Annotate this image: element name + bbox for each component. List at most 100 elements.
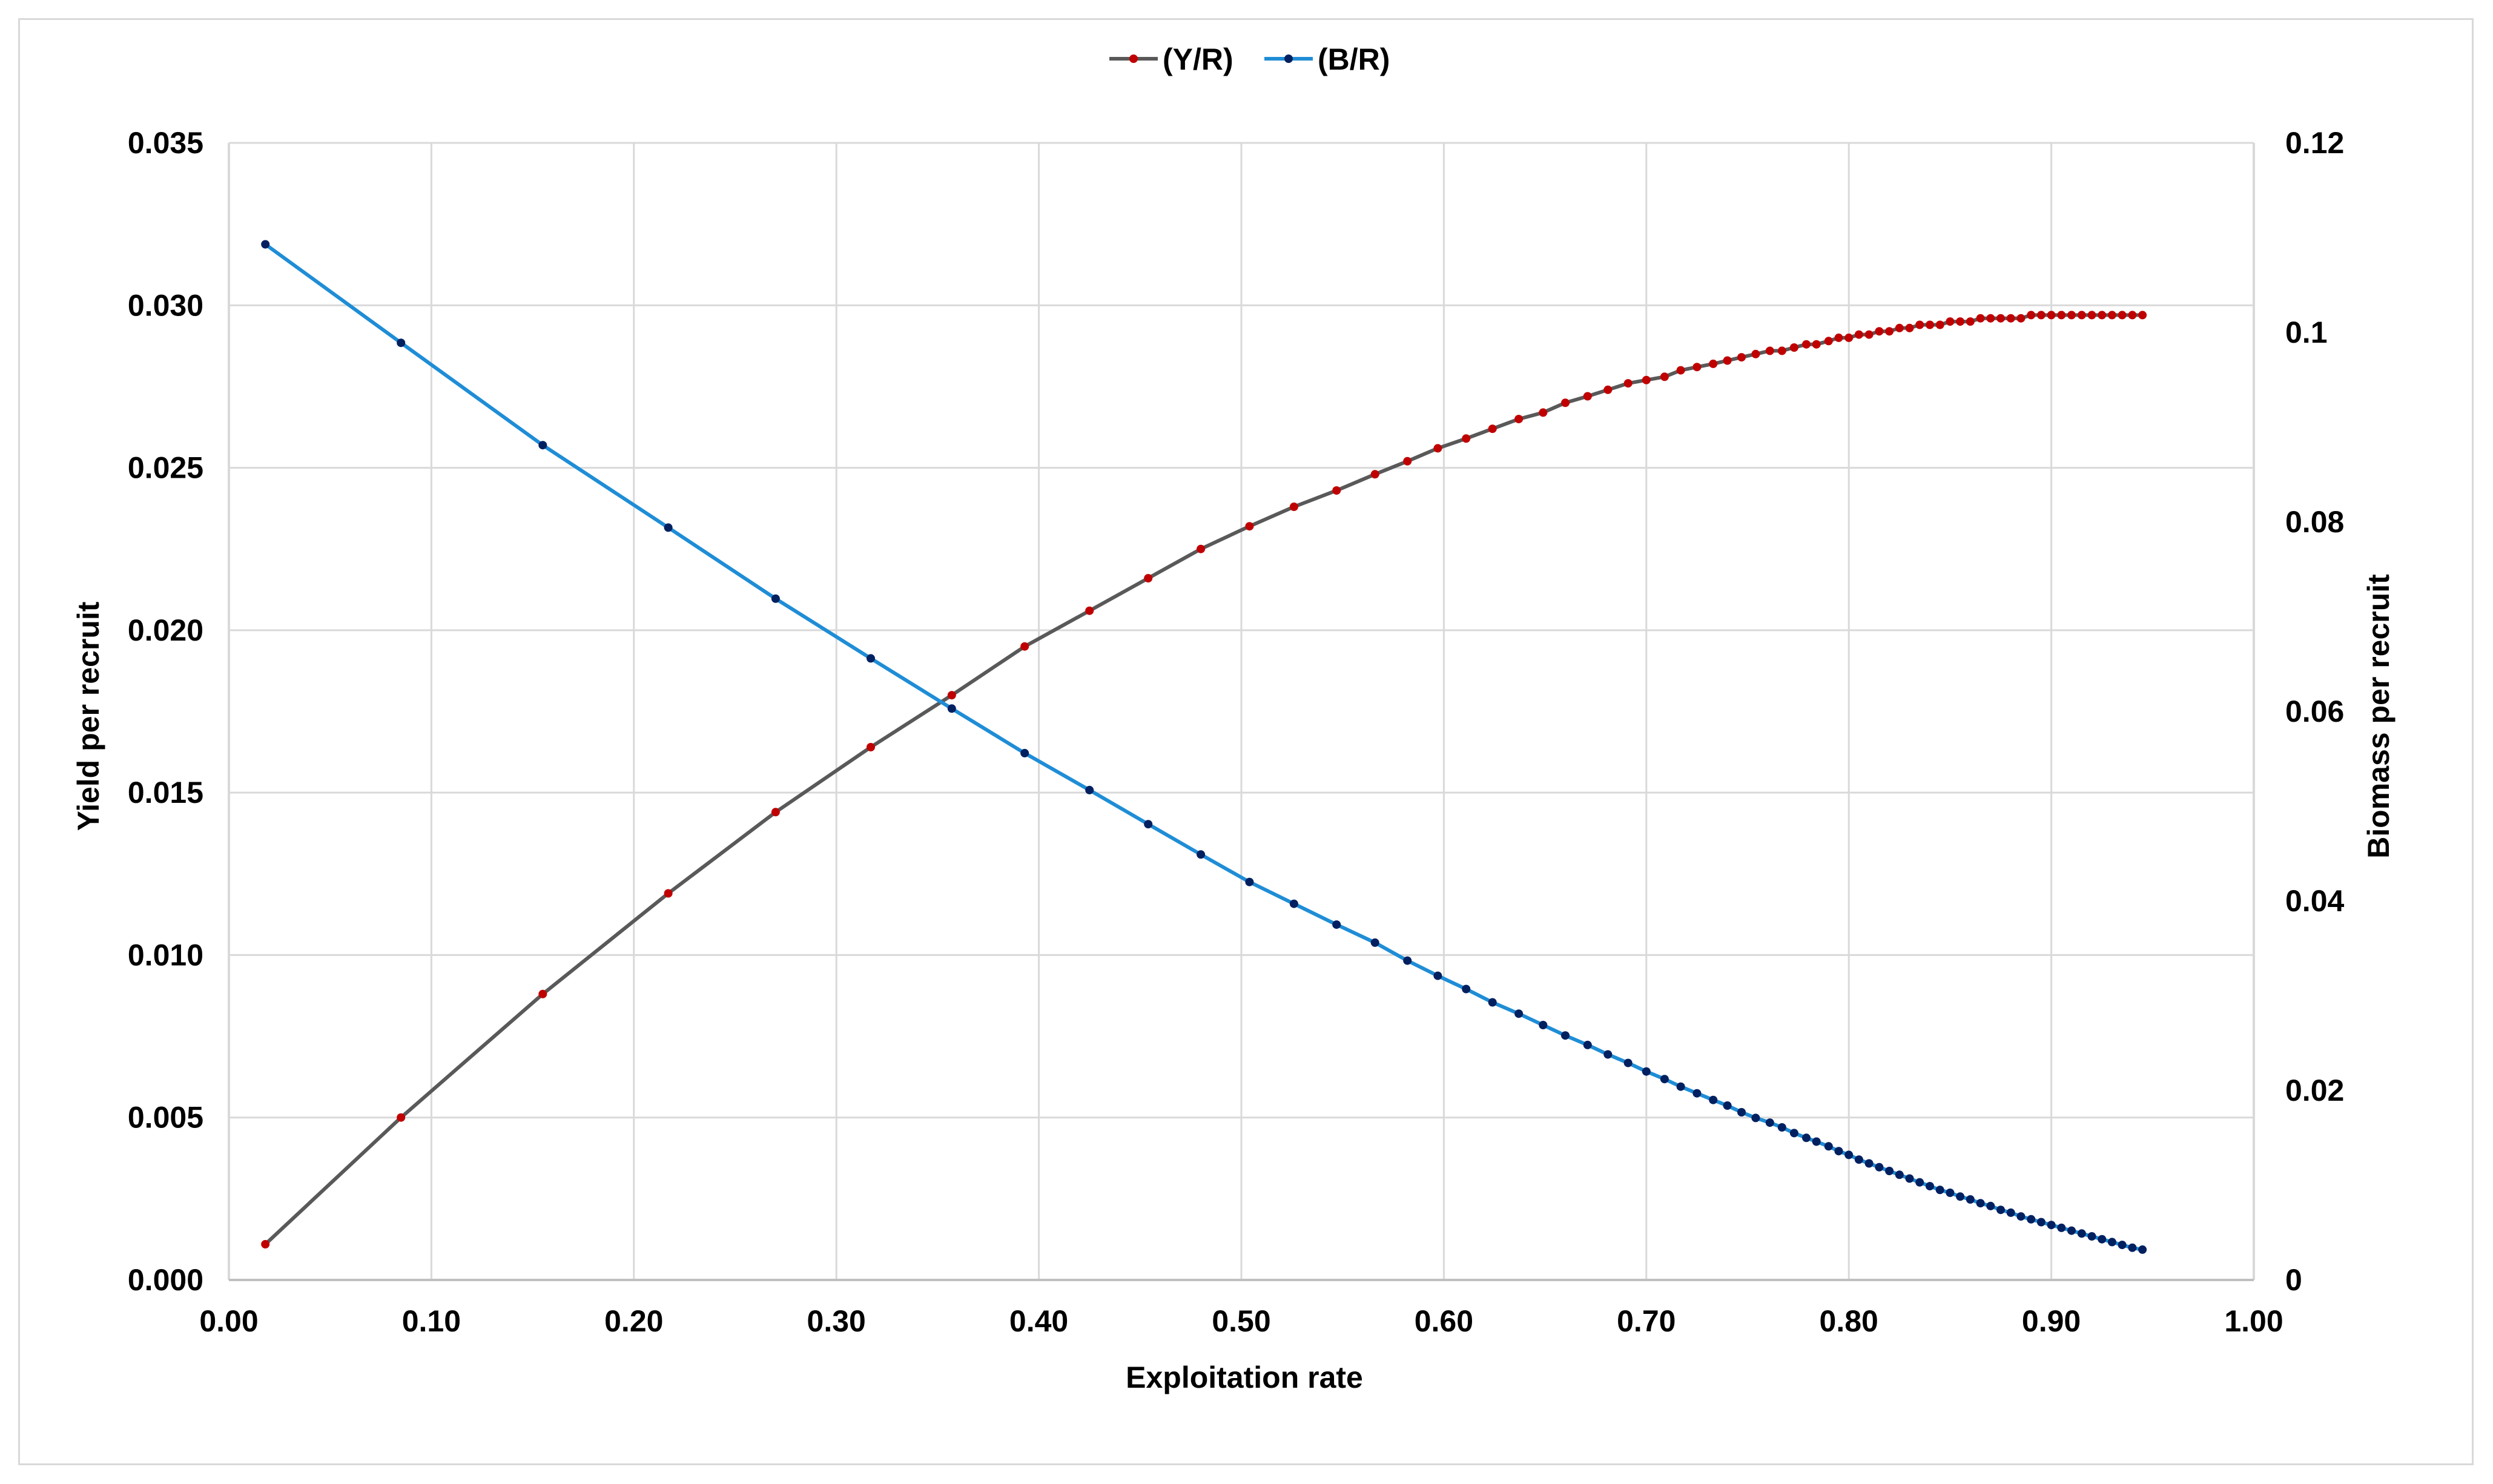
data-point: [2016, 1212, 2026, 1221]
x-tick-label: 0.00: [199, 1304, 258, 1338]
data-point: [1777, 1123, 1786, 1132]
data-point: [1020, 748, 1029, 757]
data-point: [1935, 320, 1944, 329]
data-point: [1996, 314, 2005, 323]
data-point: [1539, 408, 1548, 417]
data-point: [1623, 379, 1633, 388]
data-point: [1844, 333, 1854, 342]
data-point: [1854, 330, 1863, 339]
data-point: [867, 654, 875, 663]
x-tick-label: 0.80: [1820, 1304, 1878, 1338]
legend-marker: [1129, 54, 1138, 63]
data-point: [1692, 1089, 1702, 1098]
data-point: [771, 594, 780, 603]
data-point: [1561, 1031, 1570, 1040]
data-point: [1802, 340, 1811, 349]
data-point: [1812, 1137, 1821, 1146]
data-point: [1561, 398, 1570, 407]
data-point: [1996, 1205, 2005, 1215]
data-point: [2036, 311, 2046, 320]
data-point: [1642, 375, 1651, 384]
data-point: [261, 1240, 270, 1248]
data-point: [1676, 1082, 1685, 1091]
data-point: [2107, 311, 2116, 320]
data-point: [771, 808, 780, 817]
data-point: [1144, 820, 1153, 829]
data-point: [1514, 1009, 1524, 1018]
series-line: [263, 313, 2145, 1246]
x-tick-label: 0.60: [1415, 1304, 1473, 1338]
data-point: [1660, 1075, 1669, 1084]
x-tick-label: 1.00: [2224, 1304, 2283, 1338]
data-point: [1885, 1167, 1894, 1175]
data-point: [1245, 522, 1254, 531]
data-point: [1946, 1189, 1955, 1197]
data-point: [1789, 343, 1798, 352]
series-yr: [261, 311, 2147, 1248]
data-point: [2128, 1243, 2137, 1252]
data-point: [2098, 1235, 2107, 1244]
y-tick-label: 0.025: [128, 451, 203, 485]
data-point: [1864, 1159, 1874, 1168]
data-point: [2047, 311, 2056, 320]
data-point: [1514, 415, 1524, 424]
data-point: [1834, 1147, 1843, 1156]
data-point: [1737, 1108, 1746, 1116]
legend: (Y/R) (B/R): [1109, 42, 1390, 76]
y2-tick-label: 0.04: [2285, 884, 2345, 918]
data-point: [1709, 359, 1718, 368]
data-point: [538, 441, 547, 450]
data-point: [1603, 385, 1613, 394]
data-point: [1583, 392, 1592, 401]
data-point: [2077, 1229, 2086, 1238]
data-point: [1623, 1058, 1633, 1067]
y-tick-label: 0.005: [128, 1101, 203, 1135]
data-point: [1085, 606, 1094, 615]
data-point: [1854, 1155, 1863, 1164]
gridlines: [228, 142, 2255, 1281]
y-tick-label: 0.010: [128, 938, 203, 972]
x-tick-label: 0.50: [1212, 1304, 1270, 1338]
data-point: [2047, 1221, 2056, 1230]
y2-tick-label: 0.08: [2285, 505, 2344, 539]
series-line: [263, 242, 2145, 1252]
data-point: [1915, 320, 1924, 329]
data-point: [1824, 1142, 1833, 1151]
data-point: [1789, 1129, 1798, 1138]
data-point: [1895, 1170, 1904, 1179]
data-point: [1403, 956, 1412, 965]
data-point: [1777, 346, 1786, 355]
axes: 0.00 0.10 0.20 0.30 0.40 0.50 0.60 0.70 0.80 0.90…: [128, 126, 2345, 1338]
data-point: [1289, 503, 1298, 511]
x-axis-title: Exploitation rate: [1126, 1360, 1363, 1394]
data-point: [1370, 470, 1379, 479]
data-point: [1895, 323, 1904, 332]
data-point: [1824, 337, 1833, 346]
y2-tick-label: 0.06: [2285, 694, 2344, 728]
y-tick-label: 0.035: [128, 126, 203, 160]
y2-tick-label: 0.02: [2285, 1073, 2344, 1107]
data-point: [2057, 1223, 2066, 1232]
series-br: [261, 240, 2147, 1254]
x-tick-label: 0.30: [807, 1304, 866, 1338]
data-point: [1539, 1021, 1548, 1029]
data-point: [1289, 899, 1298, 908]
data-point: [1885, 327, 1894, 336]
data-point: [1976, 1199, 1985, 1208]
data-point: [2098, 311, 2107, 320]
data-point: [2077, 311, 2086, 320]
data-point: [1332, 486, 1341, 495]
data-point: [2107, 1238, 2116, 1247]
data-point: [1875, 1162, 1884, 1172]
data-point: [1020, 642, 1029, 651]
legend-label: (Y/R): [1163, 42, 1233, 76]
data-point: [538, 989, 547, 998]
data-point: [1935, 1186, 1944, 1195]
data-point: [1751, 349, 1760, 358]
data-point: [1692, 363, 1702, 372]
data-point: [1197, 850, 1206, 859]
data-point: [1844, 1150, 1854, 1159]
data-point: [947, 704, 956, 713]
y-tick-label: 0.000: [128, 1263, 203, 1297]
data-point: [1603, 1050, 1613, 1059]
